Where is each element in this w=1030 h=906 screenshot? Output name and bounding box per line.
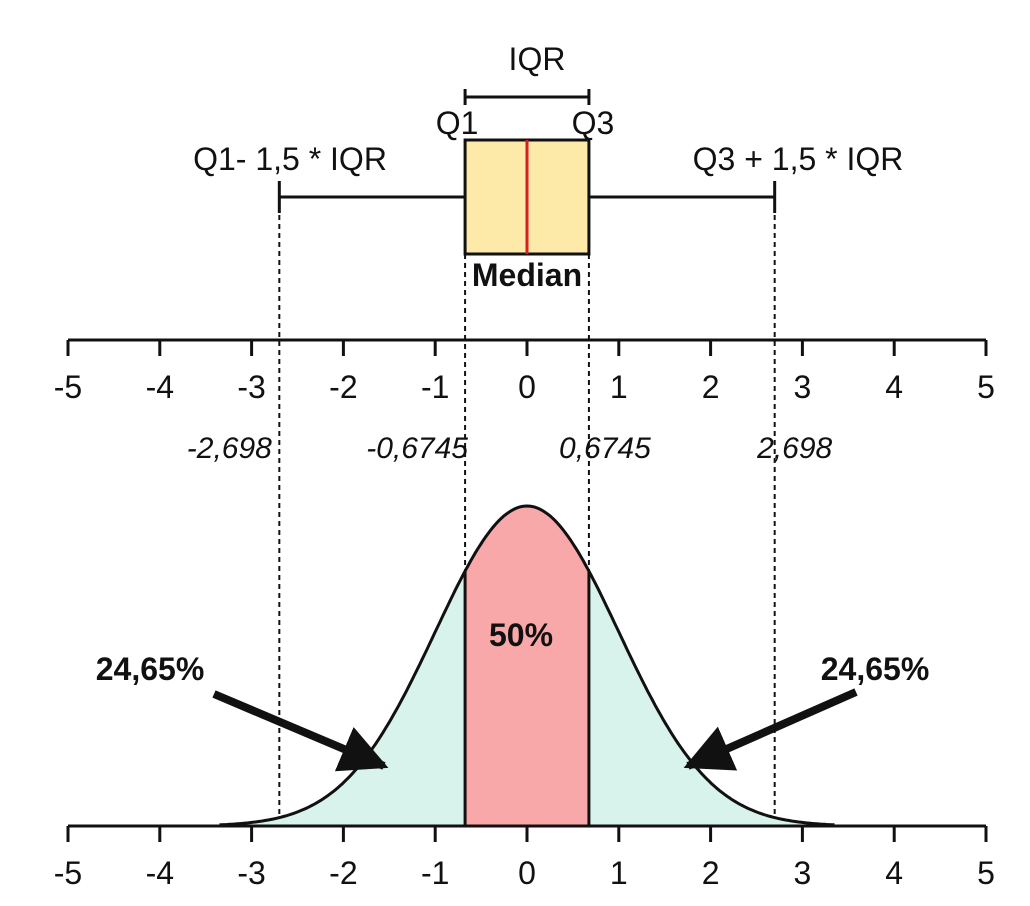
bottom-tick-label: -2 <box>329 855 357 891</box>
center-area <box>465 506 589 826</box>
top-tick-label: 4 <box>885 369 903 405</box>
boxplot: IQR Q1 Q3 Q1- 1,5 * IQR Q3 + 1,5 * IQR M… <box>193 41 903 293</box>
q1-label: Q1 <box>436 105 479 141</box>
value-label: -2,698 <box>187 432 272 465</box>
normal-density <box>219 504 835 827</box>
top-tick-label: 3 <box>794 369 812 405</box>
top-tick-label: 5 <box>977 369 995 405</box>
iqr-label: IQR <box>509 41 566 77</box>
bottom-axis: -5 -4 -3 -2 -1 0 1 2 3 4 5 <box>54 824 995 891</box>
dashed-guides <box>278 197 776 818</box>
bottom-tick-label: -4 <box>146 855 174 891</box>
top-axis: -5 -4 -3 -2 -1 0 1 2 3 4 5 <box>54 338 995 405</box>
bottom-tick-label: 3 <box>794 855 812 891</box>
value-label: 2,698 <box>756 432 832 465</box>
density-curve <box>219 504 835 827</box>
top-tick-label: -5 <box>54 369 82 405</box>
lower-fence-label: Q1- 1,5 * IQR <box>193 141 387 177</box>
value-label: 0,6745 <box>559 432 651 465</box>
bottom-tick-label: -3 <box>237 855 265 891</box>
left-tail-label: 24,65% <box>96 651 205 687</box>
top-tick-label: 2 <box>702 369 720 405</box>
top-tick-label: 0 <box>518 369 536 405</box>
top-tick-label: -4 <box>146 369 174 405</box>
upper-fence-label: Q3 + 1,5 * IQR <box>693 141 904 177</box>
q3-label: Q3 <box>572 105 615 141</box>
bottom-tick-label: 2 <box>702 855 720 891</box>
center-area-label: 50% <box>489 617 553 653</box>
top-tick-label: 1 <box>610 369 628 405</box>
top-tick-label: -2 <box>329 369 357 405</box>
bottom-tick-label: 4 <box>885 855 903 891</box>
value-label: -0,6745 <box>366 432 468 465</box>
right-tail-label: 24,65% <box>821 651 930 687</box>
bottom-tick-label: 0 <box>518 855 536 891</box>
bottom-tick-label: -1 <box>421 855 449 891</box>
median-label: Median <box>472 257 582 293</box>
right-tail-arrow <box>683 688 858 771</box>
bottom-tick-label: -5 <box>54 855 82 891</box>
bottom-tick-label: 1 <box>610 855 628 891</box>
left-tail-arrow <box>212 690 389 772</box>
bottom-tick-label: 5 <box>977 855 995 891</box>
top-tick-label: -1 <box>421 369 449 405</box>
value-labels: -2,698 -0,6745 0,6745 2,698 <box>187 432 833 465</box>
top-tick-label: -3 <box>237 369 265 405</box>
